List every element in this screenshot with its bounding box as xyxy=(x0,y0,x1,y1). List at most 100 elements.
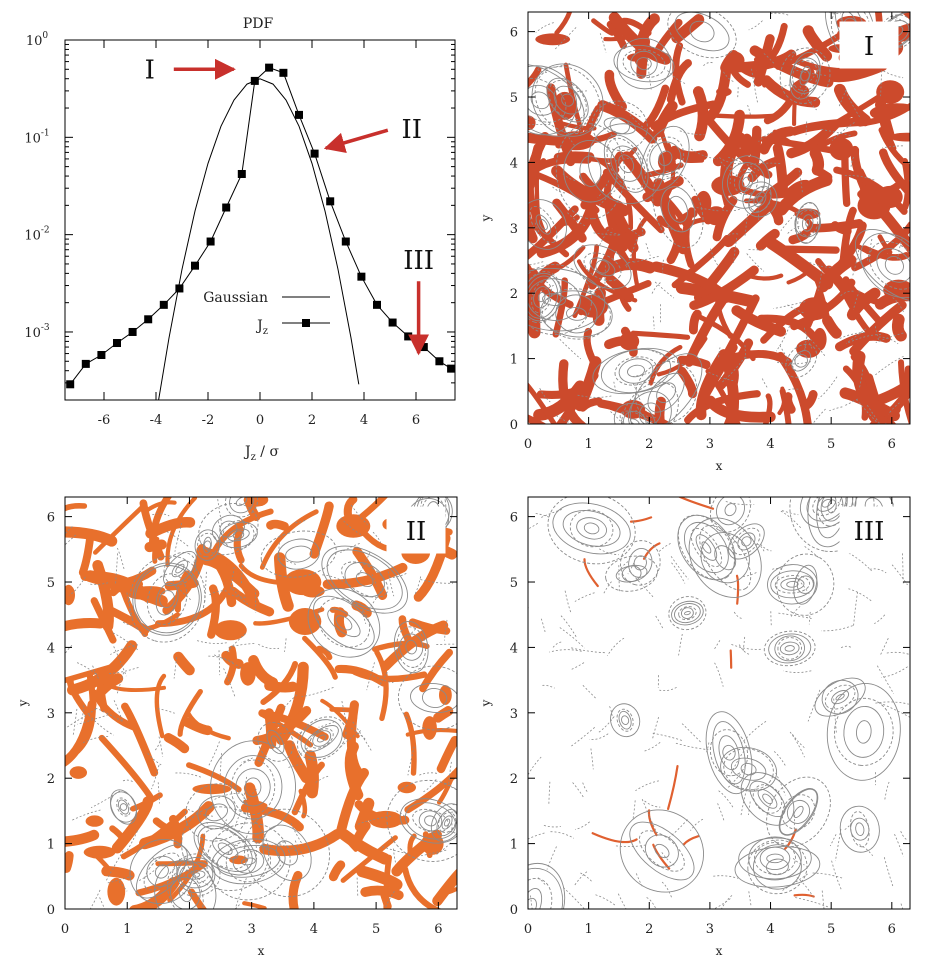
data-point-jz xyxy=(265,63,274,72)
field-streamline xyxy=(729,161,732,185)
field-frame xyxy=(527,496,911,910)
field-xtick-label: 5 xyxy=(827,437,835,452)
current-sheet xyxy=(603,33,635,42)
field-streamline xyxy=(382,846,410,855)
current-patch xyxy=(627,53,648,62)
current-sheet xyxy=(650,261,732,303)
field-streamline xyxy=(790,48,799,61)
current-patch xyxy=(192,783,232,795)
field-contour xyxy=(421,688,448,708)
field-streamline xyxy=(563,131,575,146)
field-contour xyxy=(600,348,672,394)
field-streamline xyxy=(122,621,134,626)
field-contour xyxy=(241,857,256,866)
field-contour xyxy=(633,555,647,571)
field-streamline xyxy=(108,667,139,675)
field-streamline xyxy=(780,873,808,892)
current-sheet xyxy=(748,273,784,281)
data-point-jz xyxy=(144,315,153,324)
field-streamline xyxy=(540,284,554,291)
field-streamline xyxy=(875,701,909,705)
field-ytick-label: 0 xyxy=(47,903,55,918)
field-streamline xyxy=(652,732,684,742)
pdf-ytick-exp: -3 xyxy=(41,323,50,333)
field-streamline xyxy=(340,730,362,747)
field-streamline xyxy=(748,801,751,816)
current-patch xyxy=(716,87,732,97)
field-contour xyxy=(528,278,581,321)
current-sheet xyxy=(783,392,796,414)
field-streamline xyxy=(552,186,566,194)
field-contour xyxy=(589,257,616,277)
field-streamline xyxy=(681,723,702,743)
field-streamline xyxy=(577,394,612,398)
field-streamline xyxy=(356,877,359,897)
field-contour xyxy=(734,846,821,888)
field-contour xyxy=(839,805,880,853)
field-contour xyxy=(197,532,218,558)
current-sheet xyxy=(65,829,100,847)
field-contour xyxy=(146,855,178,888)
current-patch xyxy=(883,279,910,301)
field-streamline xyxy=(829,406,843,412)
field-contour xyxy=(752,784,783,814)
field-streamline xyxy=(435,643,455,646)
field-contour xyxy=(224,497,259,518)
field-contour xyxy=(792,60,819,92)
field-contour xyxy=(740,762,757,776)
field-contour xyxy=(117,799,130,815)
field-streamline xyxy=(661,881,672,898)
field-streamline xyxy=(563,887,585,909)
series-line-jz xyxy=(69,67,452,385)
field-streamline xyxy=(107,875,133,884)
field-streamline xyxy=(528,522,539,530)
field-streamline xyxy=(113,646,127,677)
field-streamline xyxy=(151,857,165,868)
field-contour xyxy=(786,799,811,824)
field-streamline xyxy=(733,237,738,263)
current-sheet xyxy=(682,207,696,269)
field-streamline xyxy=(396,628,416,651)
field-streamline xyxy=(651,282,661,295)
current-sheet xyxy=(120,587,149,638)
current-sheet xyxy=(555,391,583,424)
field-contour xyxy=(181,806,270,891)
current-sheet xyxy=(692,86,709,142)
field-contour xyxy=(542,293,566,307)
field-streamline xyxy=(243,776,247,803)
field-streamline xyxy=(839,332,865,340)
data-point-jz xyxy=(191,261,199,270)
field-streamline xyxy=(742,636,746,652)
field-ytick-label: 6 xyxy=(47,511,55,526)
current-sheet xyxy=(682,835,700,846)
field-streamline xyxy=(350,727,368,741)
field-streamline xyxy=(256,832,271,853)
field-content xyxy=(65,497,457,909)
current-sheet xyxy=(163,733,190,754)
field-xtick-label: 3 xyxy=(706,437,714,452)
field-xtick-label: 6 xyxy=(888,437,896,452)
data-point-jz xyxy=(128,327,137,336)
field-streamline xyxy=(72,708,78,737)
current-patch xyxy=(789,84,810,99)
current-sheet xyxy=(731,305,786,337)
current-sheet xyxy=(677,366,698,399)
field-contour xyxy=(616,708,634,732)
field-contour xyxy=(740,772,795,826)
field-streamline xyxy=(773,301,806,309)
field-contour xyxy=(768,633,812,664)
field-streamline xyxy=(542,684,555,689)
field-streamline xyxy=(168,605,175,627)
current-patch xyxy=(85,815,104,827)
field-xtick-label: 3 xyxy=(706,922,714,937)
pdf-xtick-label: -2 xyxy=(202,413,215,428)
field-streamline xyxy=(886,651,910,655)
field-streamline xyxy=(807,689,821,722)
field-streamline xyxy=(652,316,655,330)
field-streamline xyxy=(157,782,160,804)
current-patch xyxy=(725,51,745,70)
field-streamline xyxy=(909,197,910,199)
field-streamline xyxy=(786,225,800,235)
field-streamline xyxy=(795,576,810,595)
field-contour xyxy=(794,208,821,238)
